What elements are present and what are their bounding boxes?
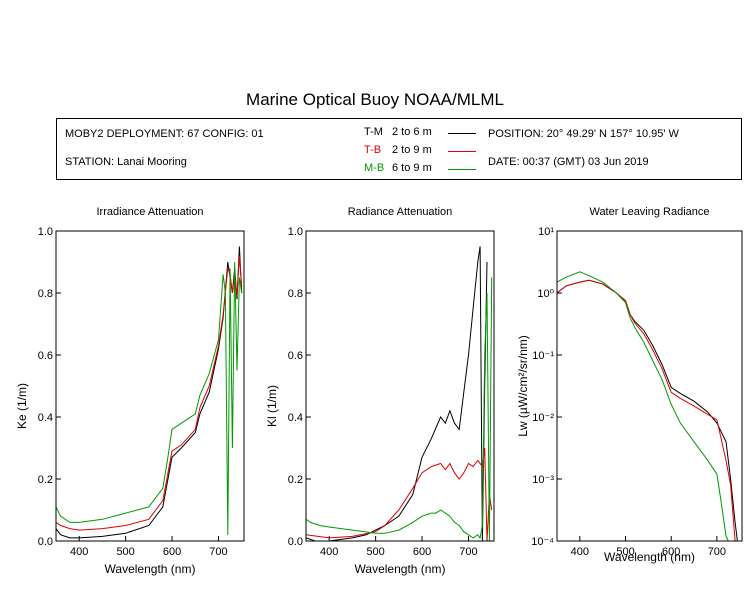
chart-3-xtick-label-400: 400: [571, 546, 589, 558]
legend-range-t-b: 2 to 9 m: [392, 144, 432, 156]
chart-3-ytick-label-1: 10⁻³: [532, 474, 554, 486]
chart-1-title: Irradiance Attenuation: [96, 206, 203, 218]
position-text: POSITION: 20° 49.29' N 157° 10.95' W: [488, 128, 679, 140]
chart-3-series-t-b: [557, 279, 736, 541]
chart-3-ytick-label-2: 10⁻²: [532, 412, 554, 424]
legend-line-m-b: [448, 169, 476, 170]
info-box: MOBY2 DEPLOYMENT: 67 CONFIG: 01 STATION:…: [56, 118, 742, 180]
chart-2-ylabel: Kl (1/m): [265, 385, 279, 427]
chart-3-xtick-label-500: 500: [616, 546, 634, 558]
chart-1-ytick-label-1: 0.2: [38, 474, 53, 486]
chart-3-xtick-label-600: 600: [662, 546, 680, 558]
legend-range-m-b: 6 to 9 m: [392, 162, 432, 174]
chart-2-xtick-label-500: 500: [366, 546, 384, 558]
chart-2-ytick-label-4: 0.8: [288, 288, 303, 300]
chart-1-series-t-m: [56, 246, 243, 539]
chart-2-ytick-label-5: 1.0: [288, 226, 303, 238]
chart-3-series-m-b: [557, 271, 729, 541]
chart-1-ytick-label-2: 0.4: [38, 412, 53, 424]
chart-2-ytick-label-0: 0.0: [288, 536, 303, 548]
legend-name-t-m: T-M: [364, 126, 383, 138]
legend-name-m-b: M-B: [364, 162, 385, 174]
chart-2-series-m-b: [306, 277, 493, 541]
chart-1-ytick-label-3: 0.6: [38, 350, 53, 362]
chart-2-series-t-b: [306, 447, 493, 541]
chart-2-xtick-label-600: 600: [413, 546, 431, 558]
chart-1-frame: [55, 230, 245, 542]
chart-3-ytick-label-3: 10⁻¹: [532, 350, 554, 362]
chart-2-ytick-label-2: 0.4: [288, 412, 303, 424]
chart-1-xlabel: Wavelength (nm): [105, 562, 196, 576]
chart-1-xtick-label-700: 700: [209, 546, 227, 558]
chart-2-xlabel: Wavelength (nm): [355, 562, 446, 576]
chart-3-ytick-label-4: 10⁰: [537, 288, 554, 300]
chart-2-ytick-label-1: 0.2: [288, 474, 303, 486]
chart-3-frame: [556, 230, 743, 542]
chart-1-xtick-label-400: 400: [70, 546, 88, 558]
station-text: STATION: Lanai Mooring: [65, 156, 187, 168]
chart-2-title: Radiance Attenuation: [348, 206, 453, 218]
page-title: Marine Optical Buoy NOAA/MLML: [246, 90, 504, 109]
chart-3-xlabel: Wavelength (nm): [604, 550, 695, 564]
legend-line-t-b: [448, 151, 476, 152]
chart-2-frame: [305, 230, 495, 542]
chart-3-series-t-m: [557, 279, 738, 541]
chart-1-xtick-label-600: 600: [163, 546, 181, 558]
chart-3-ytick-label-5: 10¹: [538, 226, 554, 238]
date-text: DATE: 00:37 (GMT) 03 Jun 2019: [488, 156, 649, 168]
chart-1-ylabel: Ke (1/m): [15, 383, 29, 429]
chart-3-ytick-label-0: 10⁻⁴: [531, 536, 554, 548]
chart-3-xtick-label-700: 700: [708, 546, 726, 558]
chart-3-ylabel: Lw (µW/cm²/sr/nm): [516, 335, 530, 437]
chart-1-ytick-label-0: 0.0: [38, 536, 53, 548]
chart-1-series-m-b: [56, 261, 243, 535]
legend-name-t-b: T-B: [364, 144, 382, 156]
legend-line-t-m: [448, 133, 476, 134]
chart-1-xtick-label-500: 500: [116, 546, 134, 558]
chart-2-series-t-m: [306, 246, 488, 541]
deployment-text: MOBY2 DEPLOYMENT: 67 CONFIG: 01: [65, 128, 264, 140]
chart-2-xtick-label-400: 400: [320, 546, 338, 558]
chart-2-xtick-label-700: 700: [459, 546, 477, 558]
legend-range-t-m: 2 to 6 m: [392, 126, 432, 138]
chart-1-ytick-label-4: 0.8: [38, 288, 53, 300]
chart-1-series-t-b: [56, 255, 243, 531]
chart-1-ytick-label-5: 1.0: [38, 226, 53, 238]
chart-2-ytick-label-3: 0.6: [288, 350, 303, 362]
chart-3-title: Water Leaving Radiance: [589, 206, 709, 218]
